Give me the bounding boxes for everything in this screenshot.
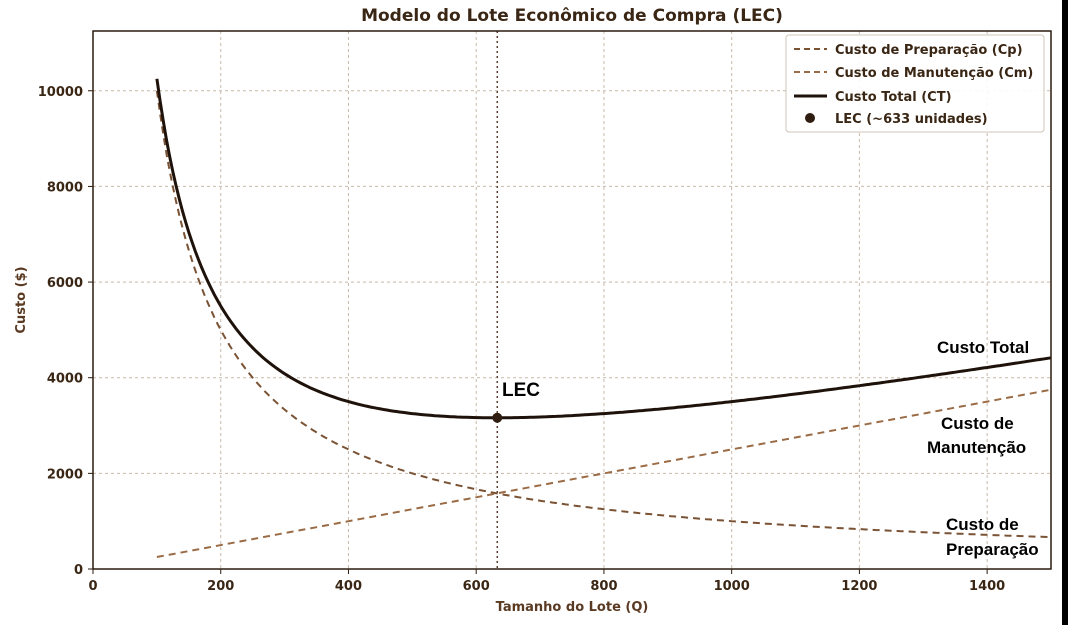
series-layer: [155, 78, 1052, 558]
y-tick-label: 4000: [47, 372, 83, 387]
plot-frame: [92, 30, 1052, 570]
y-tick-label: 10000: [38, 85, 83, 100]
legend-label-cm: Custo de Manutenção (Cm): [835, 66, 1033, 81]
x-tick-label: 1000: [714, 579, 750, 594]
x-tick-label: 600: [463, 579, 490, 594]
y-axis-label: Custo ($): [14, 266, 29, 333]
x-tick-label: 200: [207, 579, 234, 594]
lec-annotation: LEC: [502, 380, 540, 401]
series-holding-cost: [156, 388, 1052, 558]
x-tick-label: 800: [590, 579, 617, 594]
x-tick-label: 0: [88, 579, 97, 594]
x-tick-label: 1400: [969, 579, 1005, 594]
y-tick-label: 6000: [47, 276, 83, 291]
series-setup-cost: [155, 90, 1052, 539]
legend-swatch-lec: [805, 113, 815, 123]
legend-label-ct: Custo Total (CT): [835, 90, 952, 105]
y-tick-label: 2000: [47, 467, 83, 482]
holding-cost-annotation-line1: Custo de: [941, 414, 1014, 433]
holding-cost-annotation-line2: Manutenção: [927, 438, 1026, 457]
x-axis-label: Tamanho do Lote (Q): [496, 600, 649, 615]
y-tick-label: 8000: [47, 180, 83, 195]
axis-ticks: 0 200 400 600 800 1000 1200 1400 0 2000 4000 6000 80…: [38, 85, 1005, 594]
y-tick-label: 0: [74, 563, 83, 578]
setup-cost-annotation-line1: Custo de: [946, 515, 1019, 534]
series-total-cost: [155, 78, 1052, 420]
legend-label-lec: LEC (~633 unidades): [835, 112, 988, 127]
legend-label-cp: Custo de Preparação (Cp): [835, 43, 1023, 58]
total-cost-annotation: Custo Total: [937, 338, 1029, 357]
right-edge-bar: [1062, 0, 1068, 625]
x-tick-label: 400: [335, 579, 362, 594]
chart-title: Modelo do Lote Econômico de Compra (LEC): [361, 6, 783, 26]
x-tick-label: 1200: [841, 579, 877, 594]
setup-cost-annotation-line2: Preparação: [946, 540, 1039, 559]
legend-box: [785, 34, 1045, 133]
legend: Custo de Preparação (Cp) Custo de Manute…: [785, 34, 1045, 133]
lec-point: [492, 412, 503, 423]
lec-point-layer: [492, 412, 503, 423]
